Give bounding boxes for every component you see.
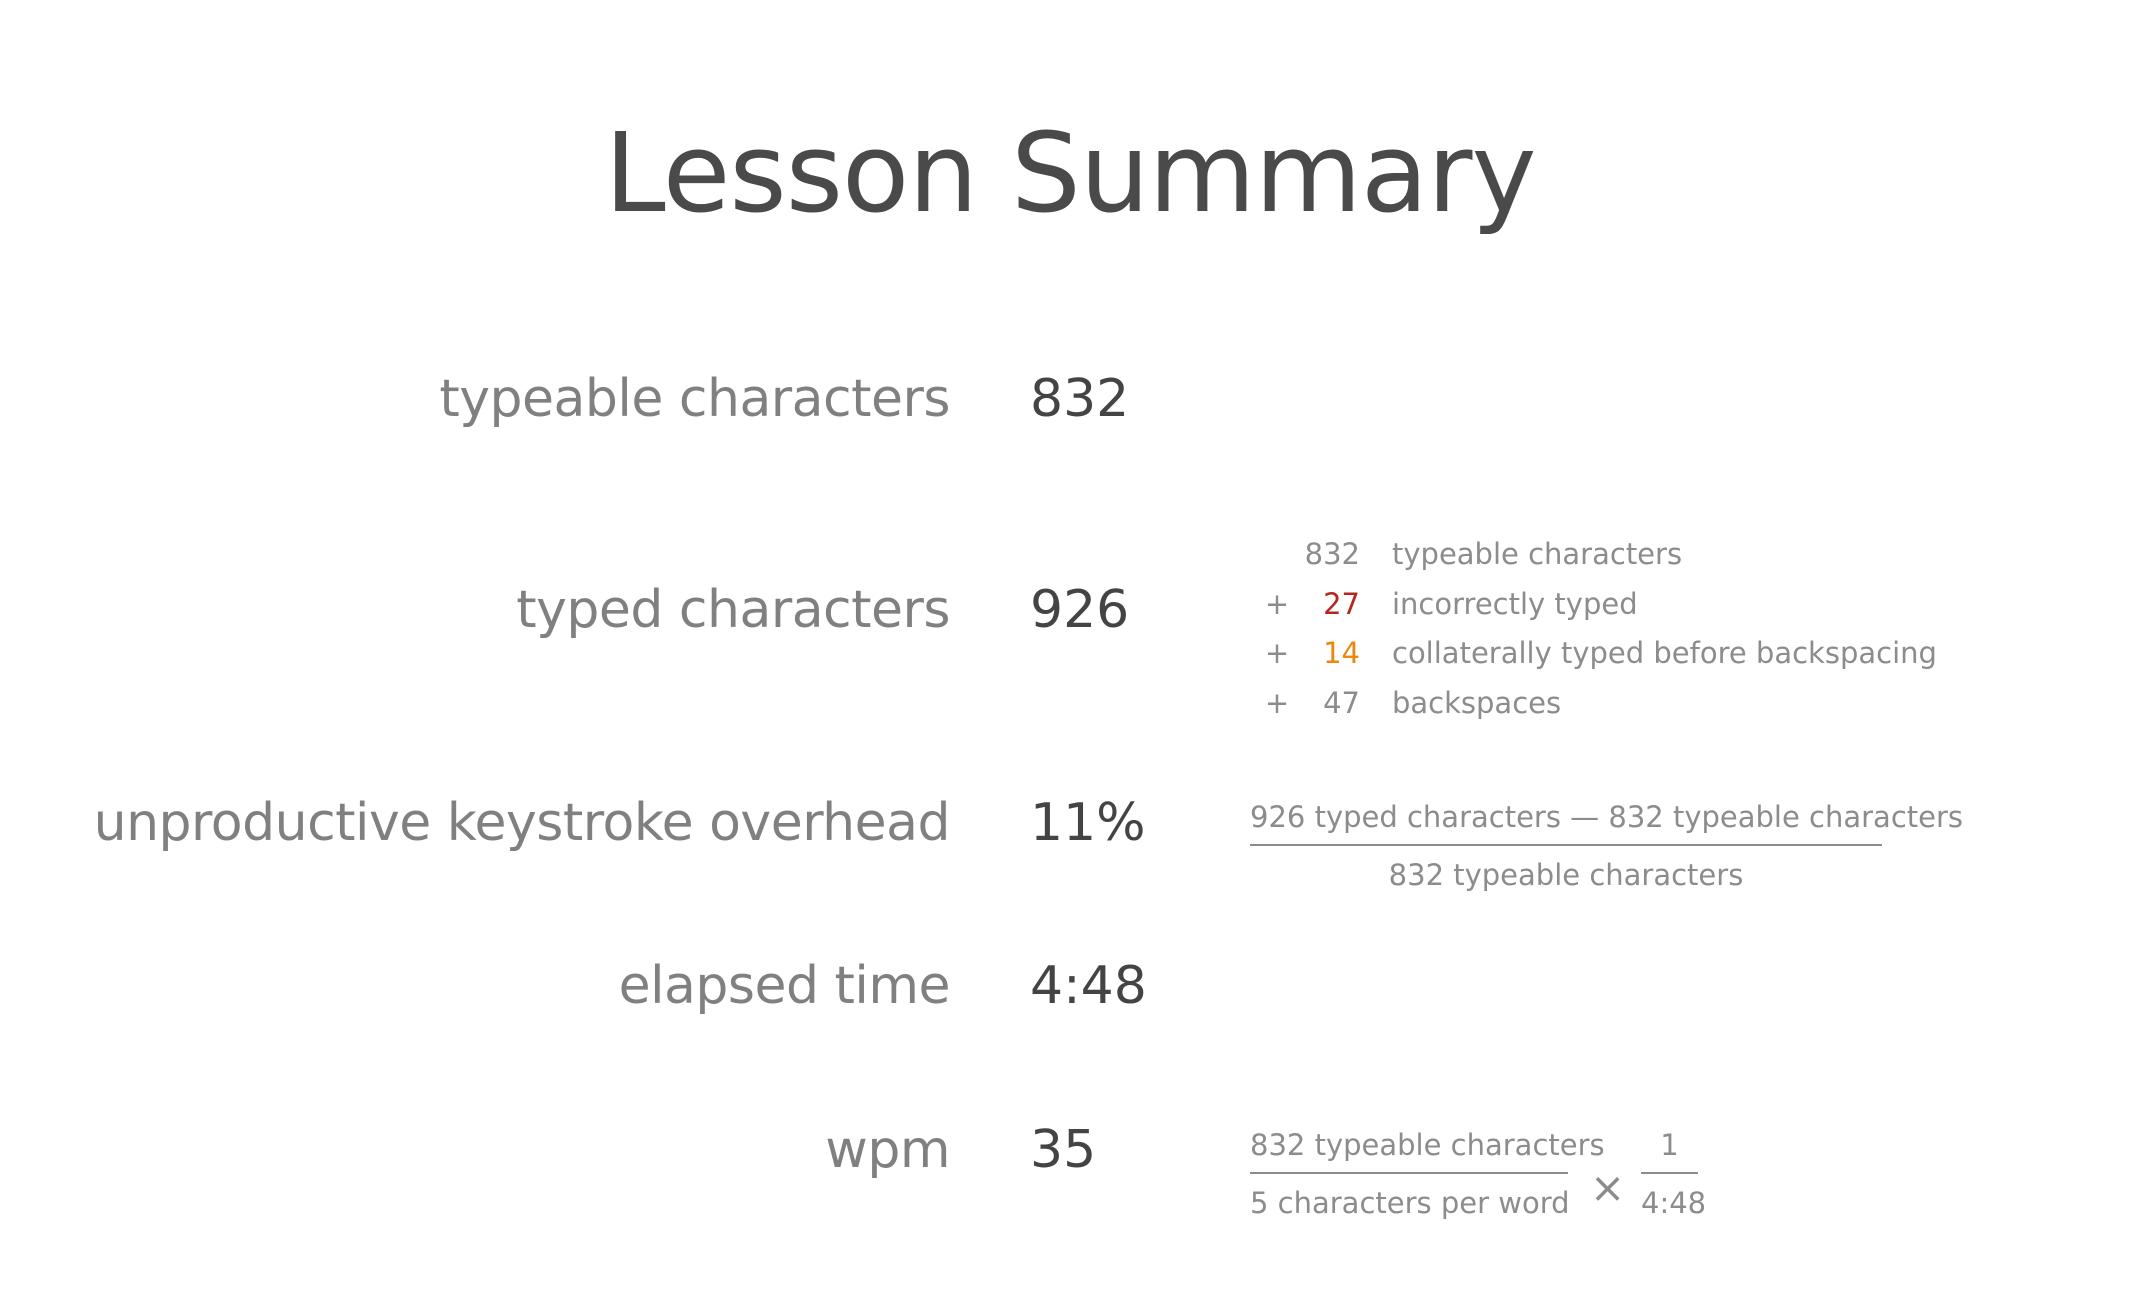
elapsed-time-label: elapsed time bbox=[618, 956, 951, 1016]
typed-characters-breakdown: 832 typeable characters + 27 incorrectly… bbox=[1240, 530, 1940, 728]
wpm-formula-right-denominator: 4:48 bbox=[1641, 1186, 1707, 1220]
breakdown-text: typeable characters bbox=[1392, 537, 1683, 571]
breakdown-row: 832 typeable characters bbox=[1240, 530, 1940, 580]
wpm-formula-left-denominator: 5 characters per word bbox=[1250, 1186, 1570, 1220]
collaterally-typed-count: 14 bbox=[1323, 636, 1360, 670]
breakdown-text: collaterally typed before backspacing bbox=[1392, 636, 1937, 670]
breakdown-row: + 14 collaterally typed before backspaci… bbox=[1240, 629, 1940, 679]
overhead-value: 11% bbox=[1030, 793, 1146, 853]
wpm-label: wpm bbox=[825, 1120, 950, 1180]
wpm-formula-left-fraction: 832 typeable characters 5 characters per… bbox=[1250, 1128, 1605, 1220]
overhead-formula-denominator: 832 typeable characters bbox=[1388, 858, 1744, 892]
typed-characters-value: 926 bbox=[1030, 580, 1130, 640]
typeable-characters-label: typeable characters bbox=[439, 369, 950, 429]
typed-characters-label: typed characters bbox=[516, 580, 950, 640]
breakdown-row: + 47 backspaces bbox=[1240, 679, 1940, 729]
breakdown-operator: + bbox=[1264, 586, 1290, 621]
typeable-characters-value: 832 bbox=[1030, 369, 1130, 429]
wpm-value: 35 bbox=[1030, 1120, 1097, 1180]
backspaces-count: 47 bbox=[1323, 685, 1360, 720]
wpm-formula-left-numerator: 832 typeable characters bbox=[1250, 1128, 1605, 1174]
breakdown-text: incorrectly typed bbox=[1392, 586, 1638, 621]
overhead-label: unproductive keystroke overhead bbox=[93, 793, 951, 853]
overhead-formula-numerator: 926 typed characters — 832 typeable char… bbox=[1250, 800, 1963, 846]
page-title: Lesson Summary bbox=[604, 109, 1536, 237]
breakdown-number: 832 bbox=[1304, 537, 1360, 571]
elapsed-time-value: 4:48 bbox=[1030, 956, 1147, 1016]
wpm-formula-right-numerator: 1 bbox=[1641, 1128, 1698, 1174]
breakdown-operator: + bbox=[1264, 685, 1290, 720]
wpm-formula-right-fraction: 1 4:48 bbox=[1641, 1128, 1707, 1220]
multiply-icon: × bbox=[1590, 1163, 1626, 1212]
breakdown-text: backspaces bbox=[1392, 685, 1562, 720]
breakdown-row: + 27 incorrectly typed bbox=[1240, 580, 1940, 630]
breakdown-operator: + bbox=[1264, 636, 1290, 670]
incorrectly-typed-count: 27 bbox=[1323, 586, 1360, 621]
overhead-formula: 926 typed characters — 832 typeable char… bbox=[1250, 800, 1963, 892]
